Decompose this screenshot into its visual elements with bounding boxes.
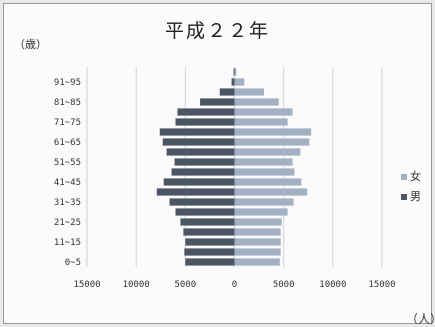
bar-male-21~25 [180, 218, 235, 226]
x-tick-label: 10000 [319, 280, 346, 290]
bar-male-6~10 [184, 248, 235, 256]
x-tick-label: 5000 [174, 280, 196, 290]
bar-male-11~15 [185, 238, 235, 246]
y-tick-label: 61~65 [54, 138, 81, 148]
bar-female-96~ [234, 68, 237, 76]
x-tick-label: 15000 [368, 280, 395, 290]
bar-female-6~10 [234, 248, 281, 256]
bar-female-0~5 [234, 258, 280, 266]
bar-female-81~85 [234, 98, 279, 106]
x-tick-label: 10000 [123, 280, 150, 290]
bar-male-31~35 [169, 198, 235, 206]
y-tick-label: 31~35 [54, 198, 81, 208]
bar-male-76~80 [177, 108, 235, 116]
bar-male-61~65 [162, 138, 235, 146]
bar-female-16~20 [234, 228, 281, 236]
bar-male-16~20 [183, 228, 235, 236]
bar-female-86~90 [234, 88, 264, 96]
bar-female-11~15 [234, 238, 281, 246]
bar-male-46~50 [171, 168, 235, 176]
legend-label-female: 女 [410, 169, 421, 183]
y-tick-label: 51~55 [54, 158, 81, 168]
bar-male-51~55 [174, 158, 235, 166]
bar-female-31~35 [234, 198, 294, 206]
x-axis-unit: （人） [406, 312, 435, 326]
bar-female-66~70 [234, 128, 312, 136]
y-tick-label: 81~85 [54, 98, 81, 108]
bar-male-56~60 [166, 148, 235, 156]
chart-title: 平成２２年 [164, 20, 270, 42]
bar-male-96~ [233, 68, 235, 76]
x-tick-label: 15000 [73, 280, 100, 290]
y-tick-label: 41~45 [54, 178, 81, 188]
legend-swatch-male [401, 194, 407, 200]
y-tick-label: 91~95 [54, 78, 81, 88]
bar-female-71~75 [234, 118, 288, 126]
legend-label-male: 男 [410, 190, 421, 203]
bar-male-26~30 [175, 208, 235, 216]
bar-female-46~50 [234, 168, 295, 176]
y-tick-label: 0~5 [65, 258, 81, 268]
bar-female-41~45 [234, 178, 302, 186]
bar-female-36~40 [234, 188, 308, 196]
bar-male-71~75 [175, 118, 235, 126]
bar-female-76~80 [234, 108, 293, 116]
bar-male-86~90 [219, 88, 235, 96]
legend-swatch-female [401, 174, 407, 180]
bar-male-0~5 [185, 258, 235, 266]
bar-female-21~25 [234, 218, 282, 226]
bar-male-66~70 [159, 128, 235, 136]
bar-male-91~95 [231, 78, 235, 86]
bar-female-26~30 [234, 208, 288, 216]
bar-male-81~85 [200, 98, 235, 106]
x-tick-label: 5000 [273, 280, 295, 290]
bar-female-91~95 [234, 78, 245, 86]
bar-female-51~55 [234, 158, 293, 166]
bar-male-41~45 [163, 178, 235, 186]
bar-female-56~60 [234, 148, 301, 156]
bar-female-61~65 [234, 138, 310, 146]
x-tick-label: 0 [232, 280, 237, 290]
bar-male-36~40 [156, 188, 235, 196]
y-tick-label: 11~15 [54, 238, 81, 248]
y-tick-label: 21~25 [54, 218, 81, 228]
y-tick-label: 71~75 [54, 118, 81, 128]
